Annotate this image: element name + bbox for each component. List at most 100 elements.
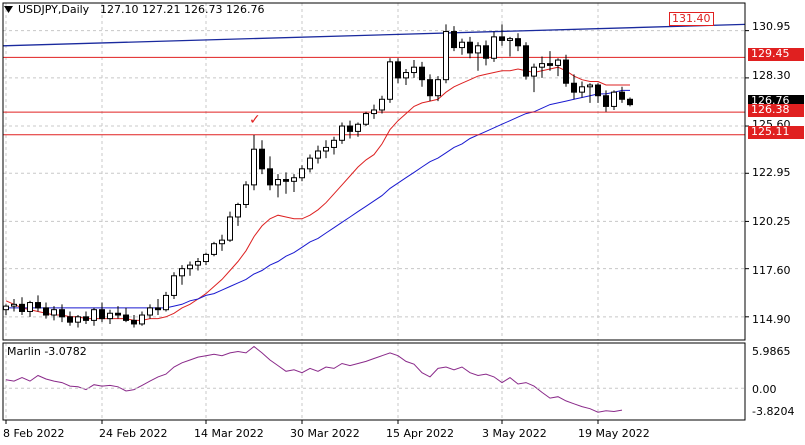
moving-average-blue xyxy=(6,89,630,309)
candle-bearish xyxy=(67,316,73,323)
candle-bullish xyxy=(107,312,113,320)
candle-bullish xyxy=(195,261,201,266)
candle-bullish xyxy=(507,38,513,41)
date-axis-label: 14 Mar 2022 xyxy=(194,427,264,440)
trendline-blue xyxy=(2,23,746,47)
candle-bullish xyxy=(555,59,561,66)
candle-bearish xyxy=(43,307,49,316)
candle-bullish xyxy=(75,316,81,323)
candle-bullish xyxy=(475,45,481,54)
candle-bullish xyxy=(275,179,281,186)
candle-bullish xyxy=(491,36,497,59)
symbol-label: USDJPY,Daily xyxy=(18,3,90,16)
candle-bullish xyxy=(51,309,57,316)
candle-bullish xyxy=(379,98,385,111)
candle-bearish xyxy=(259,148,265,170)
candle-bearish xyxy=(483,45,489,59)
level-badge-125-11: 125.11 xyxy=(748,126,804,139)
candle-bullish xyxy=(411,66,417,74)
candle-bullish xyxy=(387,61,393,100)
price-tick-label: 117.60 xyxy=(752,264,791,277)
price-tick-label: 130.95 xyxy=(752,20,791,33)
candle-bullish xyxy=(27,302,33,312)
candle-bullish xyxy=(443,31,449,81)
candle-bearish xyxy=(515,38,521,47)
candle-bullish xyxy=(539,63,545,68)
price-tick-label: 114.90 xyxy=(752,313,791,326)
indicator-tick-label: -3.8204 xyxy=(752,405,795,418)
candle-bullish xyxy=(339,125,345,141)
candle-bullish xyxy=(531,66,537,77)
indicator-name-label: Marlin -3.0782 xyxy=(7,345,87,358)
candle-bearish xyxy=(419,66,425,81)
candle-bearish xyxy=(619,91,625,100)
candle-bullish xyxy=(3,305,9,311)
check-marker-icon: ✓ xyxy=(249,111,261,128)
level-label-131-40: 131.40 xyxy=(669,12,714,26)
candle-bearish xyxy=(427,79,433,97)
candle-bullish xyxy=(219,239,225,245)
candle-bullish xyxy=(371,109,377,115)
candle-bearish xyxy=(451,31,457,49)
candle-bullish xyxy=(403,72,409,79)
candle-bullish xyxy=(323,146,329,152)
candle-bullish xyxy=(139,314,145,325)
candle-bearish xyxy=(395,61,401,79)
candle-bullish xyxy=(611,91,617,107)
candle-bullish xyxy=(227,216,233,241)
candle-bearish xyxy=(283,179,289,182)
candle-bearish xyxy=(523,45,529,77)
date-axis-label: 3 May 2022 xyxy=(482,427,547,440)
candle-bullish xyxy=(363,113,369,125)
candle-bullish xyxy=(579,86,585,93)
candle-bullish xyxy=(331,139,337,148)
candle-bearish xyxy=(603,95,609,107)
date-axis-label: 30 Mar 2022 xyxy=(290,427,360,440)
candle-bullish xyxy=(435,79,441,97)
price-tick-label: 120.25 xyxy=(752,215,791,228)
date-axis-label: 8 Feb 2022 xyxy=(3,427,65,440)
date-axis-label: 15 Apr 2022 xyxy=(386,427,455,440)
candle-bullish xyxy=(291,177,297,182)
marlin-oscillator-line xyxy=(5,345,623,413)
candle-bullish xyxy=(147,307,153,316)
level-badge-126-38: 126.38 xyxy=(748,104,804,117)
candle-bearish xyxy=(499,36,505,41)
candle-bullish xyxy=(91,309,97,321)
candle-bullish xyxy=(251,148,257,186)
panel-frames xyxy=(2,2,746,421)
candle-bullish xyxy=(307,157,313,170)
level-badge-129-45: 129.45 xyxy=(748,48,804,61)
candle-bullish xyxy=(163,294,169,311)
collapse-triangle-icon[interactable] xyxy=(4,5,13,14)
candle-bullish xyxy=(179,268,185,277)
candle-bearish xyxy=(115,312,121,316)
candle-bearish xyxy=(267,168,273,186)
candle-bullish xyxy=(315,150,321,159)
axes xyxy=(5,30,749,424)
ohlc-readout: 127.10 127.21 126.73 126.76 xyxy=(100,3,265,16)
candle-bearish xyxy=(627,98,633,106)
candle-bullish xyxy=(459,41,465,49)
candle-bullish xyxy=(203,253,209,263)
date-axis-label: 19 May 2022 xyxy=(578,427,650,440)
indicator-panel-frame xyxy=(2,342,746,421)
indicator-tick-label: 0.00 xyxy=(752,383,777,396)
candle-bearish xyxy=(99,309,105,320)
candle-bearish xyxy=(467,41,473,54)
candle-bearish xyxy=(547,63,553,66)
candle-bearish xyxy=(59,309,65,318)
candle-bullish xyxy=(187,264,193,270)
candle-bearish xyxy=(563,59,569,84)
candle-bullish xyxy=(355,123,361,132)
candle-bullish xyxy=(235,203,241,218)
indicator-layer xyxy=(3,345,745,413)
candle-bullish xyxy=(11,303,17,307)
candle-bearish xyxy=(131,319,137,325)
candle-bearish xyxy=(83,316,89,321)
candle-bearish xyxy=(155,307,161,311)
candle-bearish xyxy=(595,84,601,97)
